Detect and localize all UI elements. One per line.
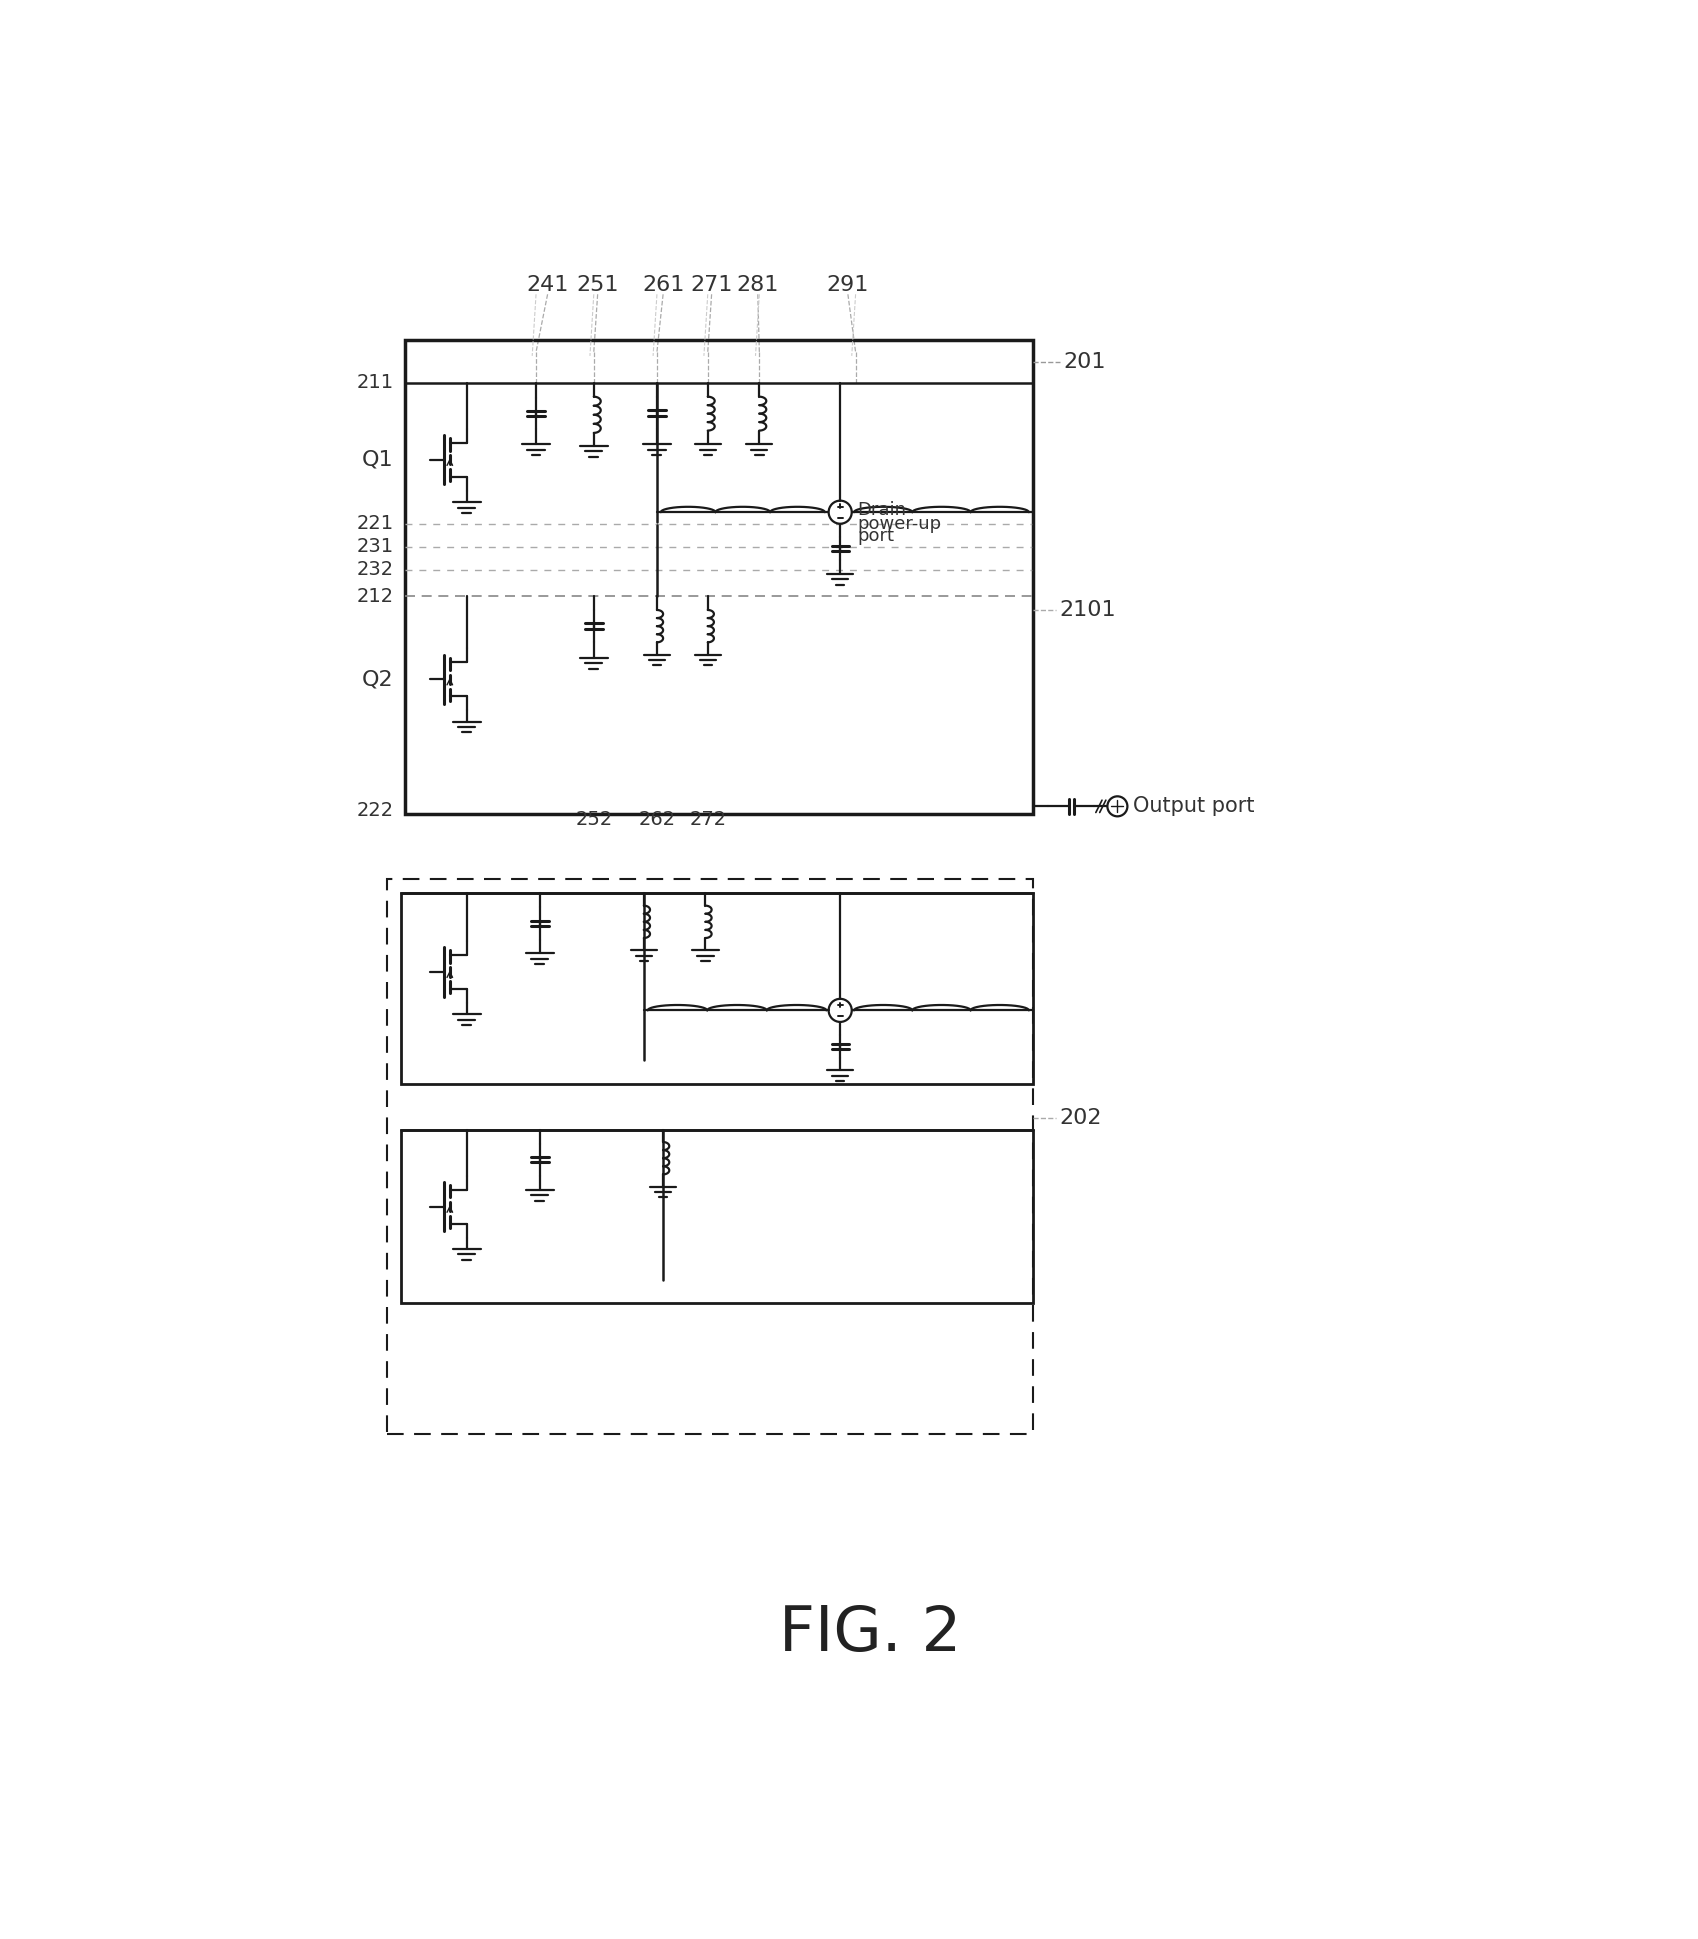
Text: 212: 212 bbox=[357, 588, 394, 605]
Text: 271: 271 bbox=[691, 275, 734, 295]
Bar bbox=[401, 894, 1032, 1084]
Text: 221: 221 bbox=[357, 514, 394, 533]
Bar bbox=[387, 880, 1032, 1433]
Bar bbox=[406, 341, 1032, 814]
Text: 232: 232 bbox=[357, 560, 394, 580]
Text: port: port bbox=[857, 527, 895, 545]
Text: 231: 231 bbox=[357, 537, 394, 556]
Text: 201: 201 bbox=[1063, 353, 1105, 372]
Text: 2101: 2101 bbox=[1060, 599, 1116, 620]
Text: Output port: Output port bbox=[1133, 797, 1255, 816]
Bar bbox=[401, 1130, 1032, 1303]
Text: Q2: Q2 bbox=[362, 669, 394, 688]
Text: 272: 272 bbox=[689, 811, 727, 828]
Text: power-up: power-up bbox=[857, 514, 941, 533]
Text: 241: 241 bbox=[526, 275, 569, 295]
Text: 252: 252 bbox=[576, 811, 613, 828]
Text: 251: 251 bbox=[576, 275, 618, 295]
Text: Drain: Drain bbox=[857, 500, 907, 520]
Text: 222: 222 bbox=[357, 801, 394, 820]
Text: Q1: Q1 bbox=[362, 450, 394, 469]
Text: 202: 202 bbox=[1060, 1109, 1102, 1128]
Text: 281: 281 bbox=[737, 275, 779, 295]
Text: 291: 291 bbox=[827, 275, 869, 295]
Text: FIG. 2: FIG. 2 bbox=[779, 1604, 961, 1664]
Text: 261: 261 bbox=[642, 275, 684, 295]
Text: 262: 262 bbox=[638, 811, 676, 828]
Text: 211: 211 bbox=[357, 374, 394, 392]
